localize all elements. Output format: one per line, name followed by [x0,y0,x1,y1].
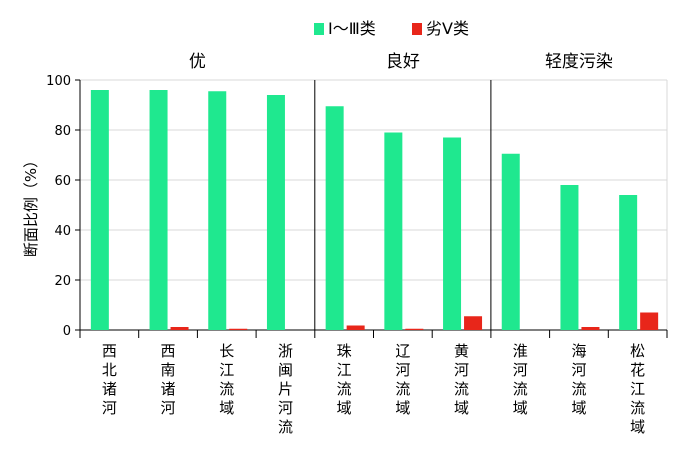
bar-grade-i-iii [90,90,109,330]
bar-worse-than-v [405,328,424,330]
bars [90,90,659,330]
bar-worse-than-v [464,316,483,330]
category-label: 西北诸河 [102,342,117,417]
bar-worse-than-v [581,327,600,330]
bar-grade-i-iii [560,185,579,330]
y-tick-label: 60 [54,174,71,189]
bar-grade-i-iii [149,90,168,330]
category-label: 长江流域 [219,342,234,417]
bar-worse-than-v [346,325,365,330]
bar-grade-i-iii [619,195,638,330]
legend-swatch [314,23,324,35]
bar-grade-i-iii [443,137,462,330]
legend-label: 劣Ⅴ类 [426,19,469,38]
y-tick-label: 40 [54,224,71,239]
bar-worse-than-v [229,328,248,330]
y-tick-label: 100 [46,74,71,89]
y-tick-label: 20 [54,274,71,289]
category-label: 西南诸河 [161,342,176,417]
legend-label: Ⅰ～Ⅲ类 [328,19,376,38]
bar-grade-i-iii [208,91,227,330]
bar-grade-i-iii [266,95,285,330]
y-tick-label: 0 [63,324,71,339]
bar-grade-i-iii [384,132,403,330]
category-label: 黄河流域 [454,342,469,417]
category-label: 松花江流域 [630,342,645,436]
category-label: 淮河流域 [513,342,528,417]
category-label: 辽河流域 [395,342,410,417]
bar-grade-i-iii [501,153,520,330]
legend: Ⅰ～Ⅲ类 劣Ⅴ类 [314,19,469,38]
group-label: 轻度污染 [545,52,613,72]
bar-worse-than-v [640,312,659,330]
group-label: 良好 [386,52,420,72]
gridlines [80,79,668,330]
category-label: 海河流域 [571,342,586,417]
legend-swatch [412,23,422,35]
group-label: 优 [189,52,206,72]
bar-grade-i-iii [325,106,344,330]
y-axis-label: 断面比例（%） [22,153,40,257]
bar-worse-than-v [170,327,189,330]
category-label: 珠江流域 [337,342,352,417]
y-tick-label: 80 [54,124,71,139]
category-label: 浙闽片河流 [278,342,293,436]
